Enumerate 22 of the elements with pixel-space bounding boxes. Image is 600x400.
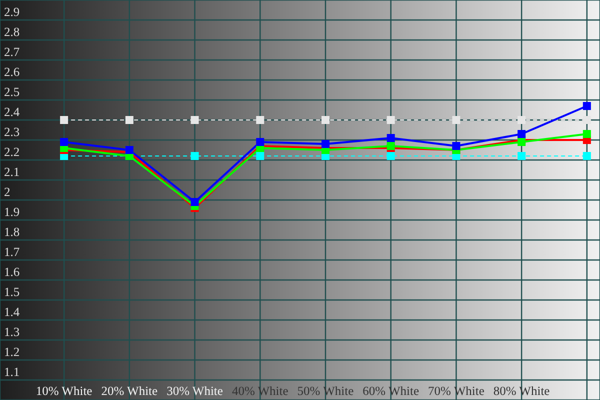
y-tick-label: 2.4 [4, 105, 20, 119]
y-tick-label: 1.7 [4, 245, 20, 259]
x-tick-label: 10% White [36, 384, 93, 398]
y-tick-label: 1.2 [4, 345, 20, 359]
y-tick-label: 1.4 [4, 305, 20, 319]
y-tick-label: 2.7 [4, 45, 20, 59]
y-tick-label: 1.6 [4, 265, 20, 279]
y-tick-label: 2.3 [4, 125, 20, 139]
y-tick-label: 1.8 [4, 225, 20, 239]
x-tick-label: 30% White [166, 384, 224, 398]
y-tick-label: 2 [4, 185, 10, 199]
y-tick-label: 1.5 [4, 285, 20, 299]
y-tick-label: 2.9 [4, 5, 20, 19]
y-tick-label: 2.5 [4, 85, 20, 99]
y-tick-label: 2.8 [4, 25, 20, 39]
y-tick-label: 1.9 [4, 205, 20, 219]
y-tick-label: 2.2 [4, 145, 20, 159]
x-tick-label: 20% White [101, 384, 158, 398]
y-tick-label: 2.1 [4, 165, 20, 179]
y-tick-label: 1.3 [4, 325, 20, 339]
y-tick-label: 2.6 [4, 65, 20, 79]
y-tick-label: 1.1 [4, 365, 20, 379]
